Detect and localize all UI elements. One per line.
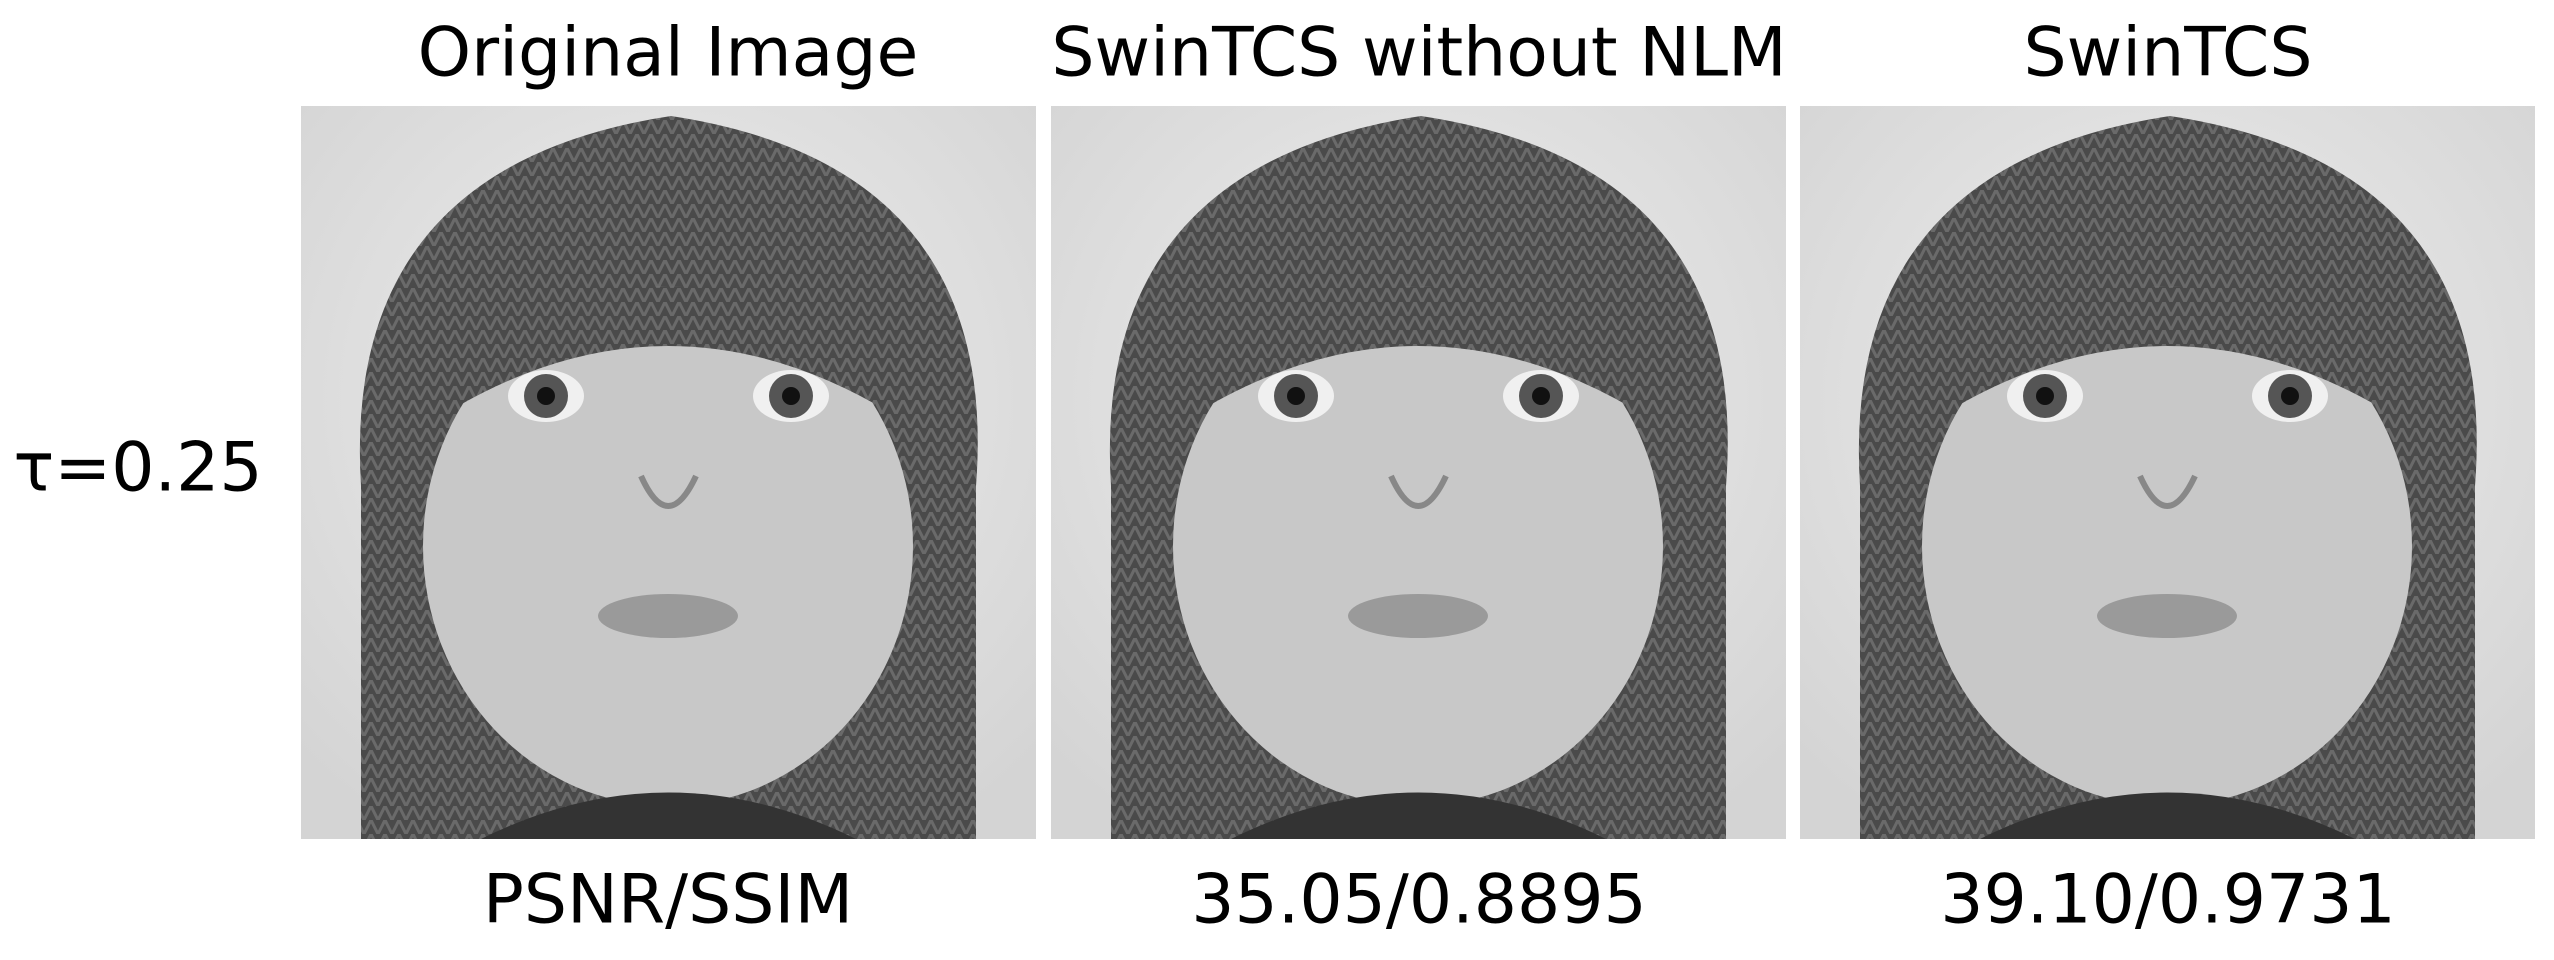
metric-label: 39.10/0.9731	[1940, 861, 2396, 940]
column-title: SwinTCS	[2024, 14, 2313, 93]
row-label: τ=0.25	[13, 429, 262, 508]
image-original	[301, 106, 1036, 839]
metric-label: PSNR/SSIM	[483, 861, 853, 940]
image-without-nlm	[1051, 106, 1786, 839]
metric-label: 35.05/0.8895	[1191, 861, 1647, 940]
column-title: SwinTCS without NLM	[1051, 14, 1786, 93]
image-swintcs	[1800, 106, 2535, 839]
column-title: Original Image	[418, 14, 919, 93]
